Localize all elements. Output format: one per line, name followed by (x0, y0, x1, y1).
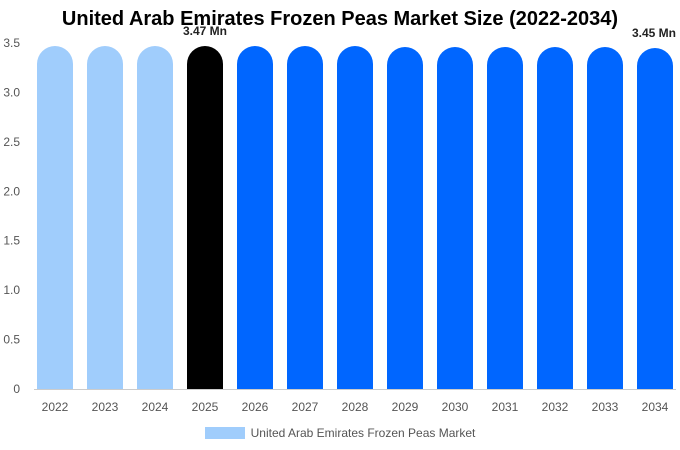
bar-2025 (187, 45, 223, 390)
x-axis: 2022 2023 2024 2025 2026 2027 2028 2029 2030 2031… (42, 400, 669, 414)
bar-2026 (237, 45, 273, 390)
y-tick-label: 0.5 (3, 333, 20, 347)
x-tick-label-2032: 2032 (542, 400, 569, 414)
legend-label: United Arab Emirates Frozen Peas Market (250, 426, 476, 440)
x-tick-label-2028: 2028 (342, 400, 369, 414)
x-tick-label-2026: 2026 (242, 400, 269, 414)
bar-2030 (437, 46, 473, 389)
bar-2023 (87, 45, 123, 390)
x-tick-label-2034: 2034 (642, 400, 669, 414)
x-tick-label-2033: 2033 (592, 400, 619, 414)
y-tick-label: 2.5 (3, 135, 20, 149)
y-tick-label: 3.0 (3, 85, 20, 99)
x-tick-label-2025: 2025 (192, 400, 219, 414)
y-tick-label: 3.5 (3, 36, 20, 50)
x-tick-label-2022: 2022 (42, 400, 69, 414)
bar-2027 (287, 45, 323, 390)
bar-2028 (337, 45, 373, 390)
bars-group (37, 45, 673, 390)
bar-2022 (37, 45, 73, 390)
x-tick-label-2030: 2030 (442, 400, 469, 414)
x-tick-label-2027: 2027 (292, 400, 319, 414)
bar-2033 (587, 46, 623, 389)
legend-swatch (204, 427, 245, 439)
x-tick-label-2023: 2023 (92, 400, 119, 414)
y-axis: 0 0.5 1.0 1.5 2.0 2.5 3.0 3.5 (3, 36, 20, 396)
y-tick-label: 0 (13, 382, 20, 396)
legend: United Arab Emirates Frozen Peas Market (0, 426, 680, 440)
x-tick-label-2024: 2024 (142, 400, 169, 414)
bar-2034 (637, 47, 673, 389)
bar-2032 (537, 46, 573, 389)
chart-title: United Arab Emirates Frozen Peas Market … (61, 8, 619, 30)
bar-2024 (137, 45, 173, 390)
y-tick-label: 2.0 (3, 184, 20, 198)
x-tick-label-2029: 2029 (392, 400, 419, 414)
y-tick-label: 1.5 (3, 234, 20, 248)
data-label-2034: 3.45 Mn (632, 26, 676, 40)
bar-2031 (487, 46, 523, 389)
x-tick-label-2031: 2031 (492, 400, 519, 414)
bar-2029 (387, 46, 423, 389)
y-tick-label: 1.0 (3, 283, 20, 297)
data-label-2025: 3.47 Mn (183, 24, 227, 38)
data-labels-group: 3.47 Mn 3.45 Mn (183, 24, 676, 40)
